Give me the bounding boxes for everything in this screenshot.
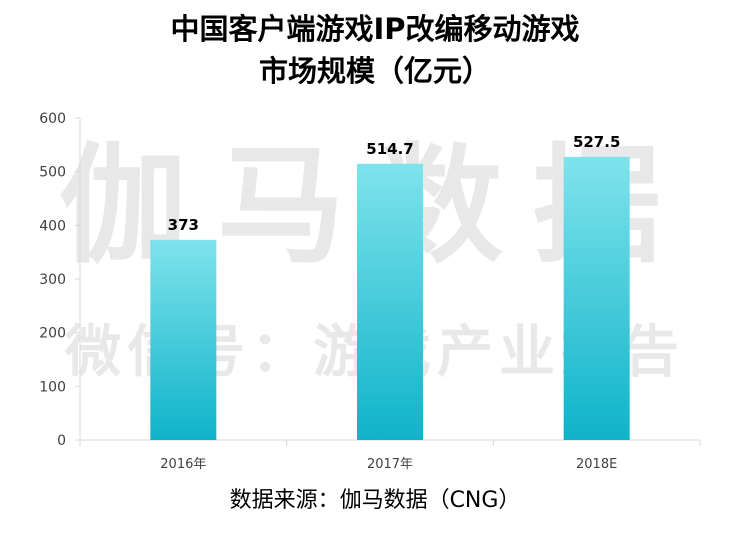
x-tick-label-2: 2018E <box>576 457 617 472</box>
y-tick-label: 200 <box>39 326 66 342</box>
bar-0 <box>150 239 217 440</box>
y-tick-label: 400 <box>39 218 66 234</box>
y-tick-label: 300 <box>39 272 66 288</box>
data-label-0: 373 <box>168 216 199 234</box>
x-tick-label-1: 2017年 <box>367 457 413 472</box>
y-tick-label: 600 <box>39 111 66 127</box>
chart-title-line2: 市场规模（亿元） <box>258 54 491 88</box>
chart-title-line1: 中国客户端游戏IP改编移动游戏 <box>170 12 580 46</box>
data-source: 数据来源：伽马数据（CNG） <box>229 488 521 513</box>
data-label-2: 527.5 <box>573 133 620 151</box>
x-tick-label-0: 2016年 <box>160 457 206 472</box>
bar-1 <box>357 163 423 441</box>
bar-2 <box>563 156 630 441</box>
y-tick-label: 0 <box>57 433 66 449</box>
y-tick-label: 500 <box>39 165 66 181</box>
data-label-1: 514.7 <box>366 140 413 158</box>
y-tick-label: 100 <box>39 379 66 395</box>
